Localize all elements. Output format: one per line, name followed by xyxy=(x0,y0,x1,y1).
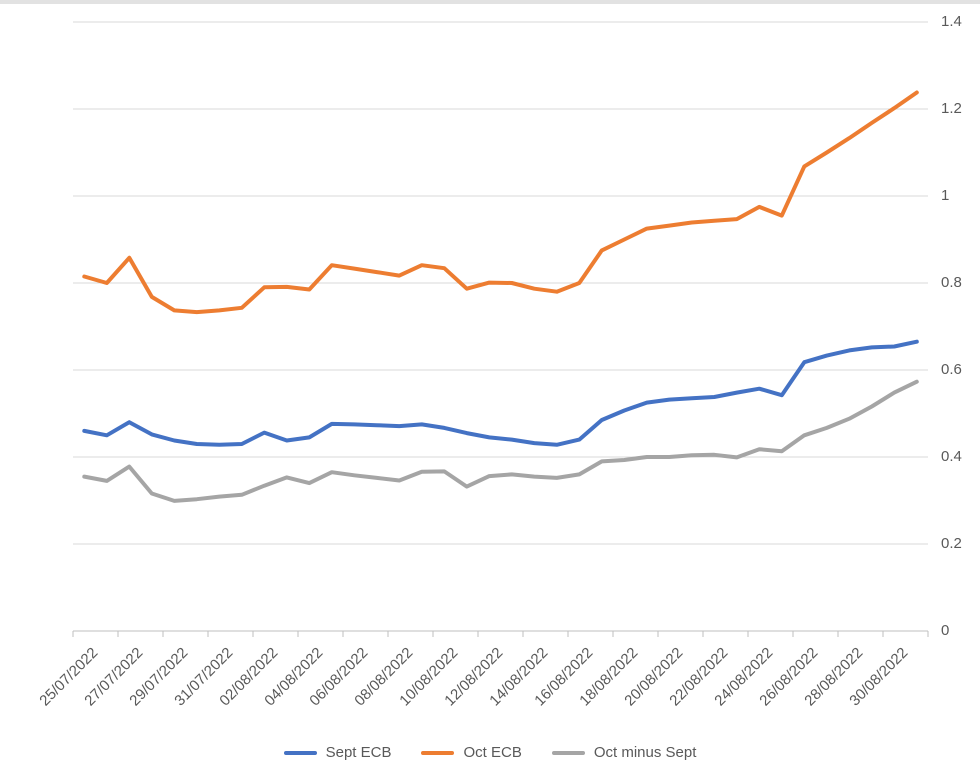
series-line-oct-ecb[interactable] xyxy=(82,90,919,315)
y-axis-label: 1 xyxy=(941,187,950,204)
legend-item-oct-ecb[interactable]: Oct ECB xyxy=(421,744,522,761)
y-axis-label: 0.6 xyxy=(941,361,962,378)
y-axis-label: 0 xyxy=(941,622,950,639)
legend-label: Sept ECB xyxy=(325,744,392,761)
y-axis-label: 0.4 xyxy=(941,448,962,465)
y-axis-label: 0.2 xyxy=(941,535,962,552)
legend-swatch xyxy=(283,750,317,755)
legend-swatch xyxy=(551,750,585,755)
legend-item-sept-ecb[interactable]: Sept ECB xyxy=(283,744,392,761)
legend-label: Oct minus Sept xyxy=(593,744,697,761)
legend-item-oct-minus-sept[interactable]: Oct minus Sept xyxy=(551,744,697,761)
series-line-sept-ecb[interactable] xyxy=(82,339,919,447)
top-border-line xyxy=(0,0,980,4)
series-line-oct-minus-sept[interactable] xyxy=(82,379,919,503)
legend-swatch xyxy=(421,750,455,755)
chart-legend: Sept ECB Oct ECB Oct minus Sept xyxy=(0,744,980,761)
y-axis-label: 0.8 xyxy=(941,274,962,291)
y-axis-label: 1.2 xyxy=(941,100,962,117)
y-axis-label: 1.4 xyxy=(941,13,962,30)
legend-label: Oct ECB xyxy=(463,744,522,761)
